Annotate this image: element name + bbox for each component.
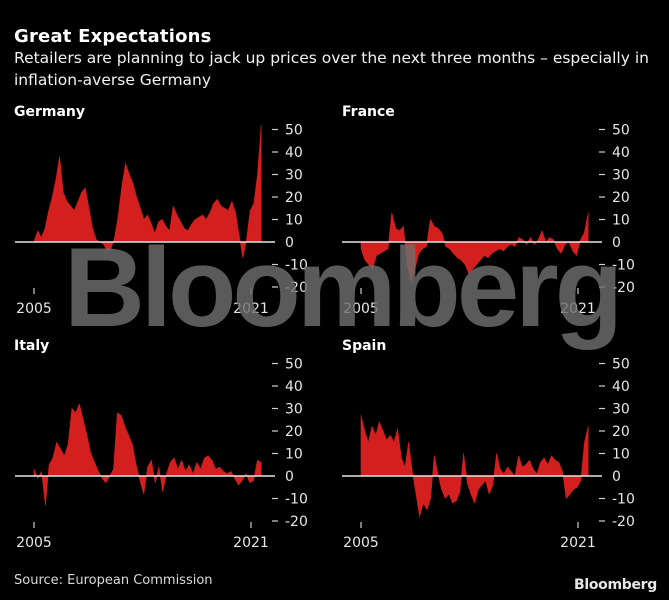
x-tick-label: 2005 bbox=[343, 301, 379, 317]
bloomberg-logo: Bloomberg bbox=[573, 577, 657, 593]
x-tick-label: 2021 bbox=[560, 535, 596, 551]
panel-title-germany: Germany bbox=[14, 104, 86, 120]
y-tick-label: 0 bbox=[285, 235, 294, 251]
y-tick-label: 40 bbox=[612, 379, 630, 395]
y-tick-label: -10 bbox=[285, 258, 308, 274]
y-tick-label: 50 bbox=[285, 357, 303, 373]
y-tick-label: 0 bbox=[612, 469, 621, 485]
x-tick-label: 2005 bbox=[343, 535, 379, 551]
y-tick-label: 20 bbox=[612, 424, 630, 440]
panel-title-spain: Spain bbox=[342, 338, 387, 354]
y-tick-label: 10 bbox=[285, 447, 303, 463]
y-tick-label: 30 bbox=[285, 168, 303, 184]
y-tick-label: 50 bbox=[612, 123, 630, 139]
y-tick-label: 40 bbox=[612, 145, 630, 161]
x-tick-label: 2005 bbox=[16, 535, 52, 551]
area-series-germany bbox=[33, 124, 262, 259]
y-tick-label: 0 bbox=[612, 235, 621, 251]
y-tick-label: -20 bbox=[612, 280, 635, 296]
y-tick-label: 30 bbox=[285, 402, 303, 418]
y-tick-label: -10 bbox=[285, 492, 308, 508]
x-tick-label: 2005 bbox=[16, 301, 52, 317]
y-tick-label: 10 bbox=[612, 213, 630, 229]
y-tick-label: 10 bbox=[285, 213, 303, 229]
y-tick-label: -20 bbox=[612, 514, 635, 530]
y-tick-label: 50 bbox=[285, 123, 303, 139]
y-tick-label: 30 bbox=[612, 168, 630, 184]
area-series-italy bbox=[33, 403, 262, 506]
chart-subtitle: Retailers are planning to jack up prices… bbox=[14, 49, 649, 89]
source-note: Source: European Commission bbox=[14, 573, 213, 588]
panel-title-italy: Italy bbox=[14, 338, 50, 354]
x-tick-label: 2021 bbox=[560, 301, 596, 317]
y-tick-label: -10 bbox=[612, 492, 635, 508]
panel-title-france: France bbox=[342, 104, 395, 120]
area-series-france bbox=[360, 212, 589, 283]
y-tick-label: 40 bbox=[285, 145, 303, 161]
y-tick-label: 20 bbox=[612, 190, 630, 206]
y-tick-label: 10 bbox=[612, 447, 630, 463]
y-tick-label: 30 bbox=[612, 402, 630, 418]
x-tick-label: 2021 bbox=[233, 535, 269, 551]
y-tick-label: 50 bbox=[612, 357, 630, 373]
area-series-spain bbox=[360, 415, 589, 517]
y-tick-label: 20 bbox=[285, 424, 303, 440]
chart-title: Great Expectations bbox=[14, 26, 212, 47]
y-tick-label: 40 bbox=[285, 379, 303, 395]
y-tick-label: -20 bbox=[285, 514, 308, 530]
y-tick-label: -20 bbox=[285, 280, 308, 296]
y-tick-label: 0 bbox=[285, 469, 294, 485]
y-tick-label: 20 bbox=[285, 190, 303, 206]
y-tick-label: -10 bbox=[612, 258, 635, 274]
x-tick-label: 2021 bbox=[233, 301, 269, 317]
